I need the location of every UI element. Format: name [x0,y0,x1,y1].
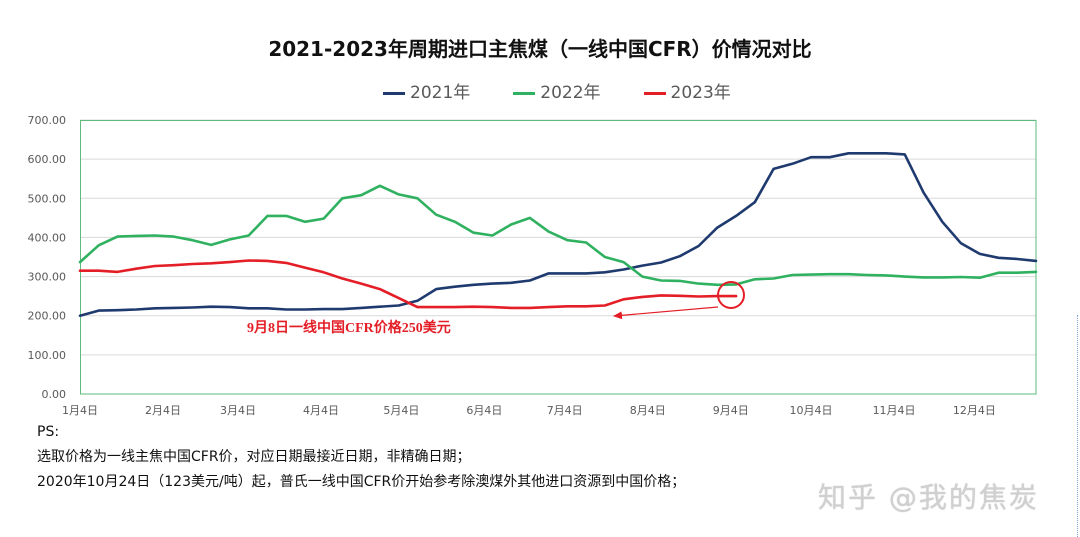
legend-swatch-2021 [383,91,405,95]
highlight-circle [717,281,745,309]
y-tick-label: 200.00 [28,310,67,323]
x-tick-label: 6月4日 [466,404,502,417]
legend-swatch-2022 [513,91,536,95]
x-tick-label: 5月4日 [383,404,419,417]
series-line-2022 [78,184,1038,287]
x-tick-label: 4月4日 [303,404,339,417]
annotation-arrow [613,306,719,320]
series-lines [78,152,1038,317]
legend-label-2021: 2021年 [410,83,471,103]
x-tick-label: 12月4日 [953,404,996,417]
legend: 2021年 2022年 2023年 [383,83,731,103]
x-tick-label: 3月4日 [220,404,256,417]
legend-label-2023: 2023年 [670,83,731,103]
y-tick-label: 0.00 [42,388,67,401]
y-tick-label: 700.00 [28,114,67,127]
x-tick-label: 7月4日 [547,404,583,417]
notes-line-1: 选取价格为一线主焦中国CFR价，对应日期最接近日期，非精确日期； [37,449,471,465]
legend-item-2023: 2023年 [643,83,731,103]
x-tick-label: 8月4日 [630,404,666,417]
notes: PS: 选取价格为一线主焦中国CFR价，对应日期最接近日期，非精确日期； 202… [37,420,685,495]
gridlines [80,119,1036,395]
y-tick-label: 300.00 [28,271,67,284]
legend-item-2021: 2021年 [383,83,470,103]
plot-area-border [80,120,1037,395]
x-tick-label: 11月4日 [873,404,916,417]
annotation-label: 9月8日一线中国CFR价格250美元 [247,319,451,336]
x-tick-label: 10月4日 [790,404,833,417]
notes-heading: PS: [37,424,60,440]
y-axis-tick-labels: 0.00 100.00 200.00 300.00 400.00 500.00 600.00… [28,114,67,401]
x-tick-label: 2月4日 [145,404,181,417]
y-tick-label: 100.00 [28,349,67,362]
page-edge-dotted-line [1077,315,1078,537]
watermark: 知乎 @我的焦炭 [818,481,1039,514]
chart-title: 2021-2023年周期进口主焦煤（一线中国CFR）价情况对比 [268,37,812,61]
x-axis-tick-labels: 1月4日 2月4日 3月4日 4月4日 5月4日 6月4日 7月4日 8月4日 9月4日 10月4… [62,404,996,417]
y-tick-label: 600.00 [28,153,67,166]
legend-label-2022: 2022年 [540,83,601,103]
series-line-2021 [78,152,1038,317]
y-tick-label: 500.00 [28,192,67,205]
x-tick-label: 9月4日 [713,404,749,417]
legend-swatch-2023 [643,91,666,95]
notes-line-2: 2020年10月24日（123美元/吨）起，普氏一线中国CFR价开始参考除澳煤外… [37,474,686,490]
line-chart: 0.00 100.00 200.00 300.00 400.00 500.00 600.00… [28,114,1038,417]
y-tick-label: 400.00 [28,231,67,244]
series-line-2023 [78,259,738,310]
legend-item-2022: 2022年 [513,83,601,103]
x-tick-label: 1月4日 [62,404,98,417]
